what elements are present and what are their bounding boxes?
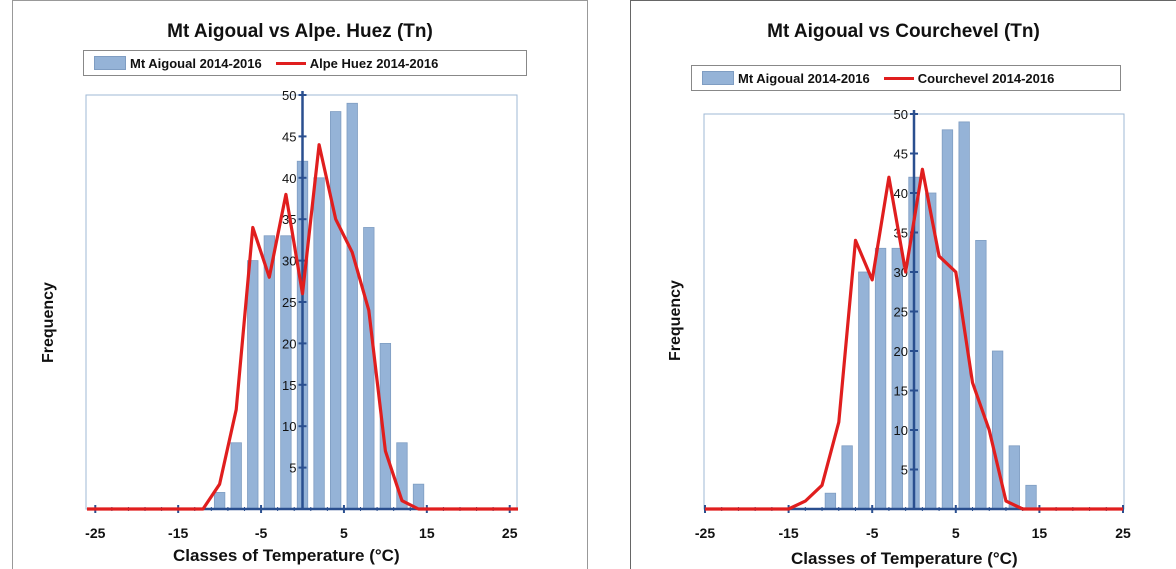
chart-panel-right: Mt Aigoual vs Courchevel (Tn) Mt Aigoual… [630,0,1176,569]
legend-bar-swatch [94,56,126,70]
legend-bar-swatch [702,71,734,85]
bar [975,239,987,510]
x-axis-label: Classes of Temperature (°C) [791,549,1018,568]
legend-label-line: Alpe Huez 2014-2016 [309,55,439,71]
x-tick-label: -25 [85,525,105,541]
y-tick-label: 45 [894,147,908,162]
y-tick-label: 20 [282,336,296,351]
y-tick-label: 40 [894,186,908,201]
bar [412,483,425,510]
chart-panel-left: Mt Aigoual vs Alpe. Huez (Tn) Mt Aigoual… [12,0,588,569]
y-tick-label: 25 [894,305,908,320]
bar [346,102,358,510]
bar [1008,445,1020,510]
legend-label-bar: Mt Aigoual 2014-2016 [738,70,870,86]
x-axis-label: Classes of Temperature (°C) [173,546,400,565]
bar [230,442,242,510]
y-tick-label: 10 [894,423,908,438]
y-tick-label: 50 [894,107,908,122]
y-tick-label: 15 [894,384,908,399]
chart-legend: Mt Aigoual 2014-2016 Alpe Huez 2014-2016 [83,50,527,76]
bar [247,260,259,510]
y-tick-label: 50 [282,88,296,103]
bar [330,111,342,510]
bar [363,227,375,510]
x-tick-label: 15 [1032,525,1048,541]
x-tick-label: -5 [866,525,879,541]
legend-label-bar: Mt Aigoual 2014-2016 [130,55,262,71]
y-tick-label: 45 [282,129,296,144]
bar [925,192,937,510]
y-tick-label: 5 [901,463,908,478]
legend-label-line: Courchevel 2014-2016 [917,70,1055,86]
bar [824,492,837,510]
y-tick-label: 40 [282,171,296,186]
x-tick-label: 25 [502,525,518,541]
y-tick-label: 10 [282,419,296,434]
bar [313,177,325,510]
y-tick-label: 25 [282,295,296,310]
series-line [705,167,1123,511]
x-tick-label: 5 [340,525,348,541]
x-tick-label: 25 [1115,525,1131,541]
x-tick-label: -15 [168,525,188,541]
y-tick-label: 5 [289,461,296,476]
x-tick-label: 15 [419,525,435,541]
y-tick-label: 20 [894,344,908,359]
legend-line-swatch [275,61,306,65]
chart-title: Mt Aigoual vs Alpe. Huez (Tn) [167,21,433,42]
bar [858,271,870,510]
bar [841,445,853,510]
bar [1025,484,1037,510]
x-tick-label: -5 [255,525,268,541]
y-tick-label: 30 [282,254,296,269]
chart-title: Mt Aigoual vs Courchevel (Tn) [767,21,1040,42]
bar [213,492,226,510]
y-tick-label: 15 [282,378,296,393]
bar [958,121,970,510]
bar [874,247,887,510]
series-line [87,143,518,511]
chart-legend: Mt Aigoual 2014-2016 Courchevel 2014-201… [691,65,1121,91]
x-tick-label: -25 [695,525,715,541]
bar [941,129,954,510]
legend-line-swatch [883,76,914,80]
x-tick-label: 5 [952,525,960,541]
x-tick-label: -15 [778,525,798,541]
